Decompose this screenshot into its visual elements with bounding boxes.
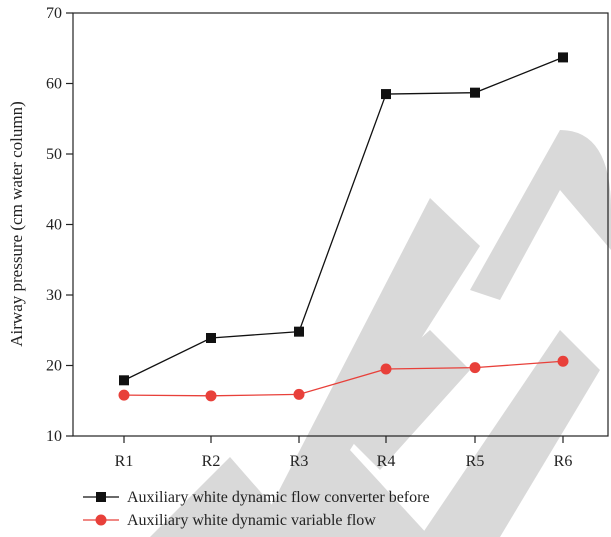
x-tick-label: R4 <box>377 453 396 470</box>
data-point <box>119 375 129 386</box>
x-tick-label: R2 <box>202 453 221 470</box>
data-point <box>469 362 481 374</box>
y-axis: 10 20 30 40 50 60 70 <box>46 5 73 445</box>
data-point <box>294 326 304 337</box>
legend-item: Auxiliary white dynamic flow converter b… <box>83 489 430 506</box>
watermark-shape <box>420 330 600 537</box>
x-tick-label: R1 <box>115 453 134 470</box>
y-tick-label: 50 <box>46 146 62 163</box>
y-tick-label: 60 <box>46 76 62 93</box>
x-tick-label: R5 <box>466 453 485 470</box>
legend-marker <box>96 492 106 502</box>
y-tick-label: 30 <box>46 287 62 304</box>
series-line <box>123 360 564 397</box>
legend: Auxiliary white dynamic flow converter b… <box>83 489 430 529</box>
data-point <box>380 363 392 375</box>
y-tick-label: 70 <box>46 5 62 22</box>
legend-marker <box>95 514 107 526</box>
legend-label: Auxiliary white dynamic flow converter b… <box>127 489 430 506</box>
x-tick-label: R6 <box>554 453 573 470</box>
watermark <box>150 130 611 537</box>
series-1 <box>119 52 568 386</box>
watermark-shape <box>255 198 480 537</box>
data-point <box>381 89 391 100</box>
legend-label: Auxiliary white dynamic variable flow <box>127 512 376 529</box>
series-line <box>123 56 564 381</box>
series-layer <box>118 52 569 402</box>
y-axis-label: Airway pressure (cm water column) <box>7 101 26 346</box>
data-point <box>557 355 569 367</box>
data-point <box>205 390 217 402</box>
data-point <box>470 87 480 98</box>
data-point <box>118 389 130 401</box>
legend-item: Auxiliary white dynamic variable flow <box>83 512 376 529</box>
watermark-shape <box>470 130 611 300</box>
x-axis: R1 R2 R3 R4 R5 R6 <box>115 436 573 470</box>
watermark-shape <box>150 457 300 537</box>
data-point <box>558 52 568 63</box>
y-tick-label: 40 <box>46 217 62 234</box>
series-2 <box>118 355 569 402</box>
watermark-shape <box>330 330 470 470</box>
y-tick-label: 20 <box>46 358 62 375</box>
x-tick-label: R3 <box>290 453 309 470</box>
data-point <box>206 333 216 344</box>
data-point <box>293 388 305 400</box>
y-tick-label: 10 <box>46 428 62 445</box>
